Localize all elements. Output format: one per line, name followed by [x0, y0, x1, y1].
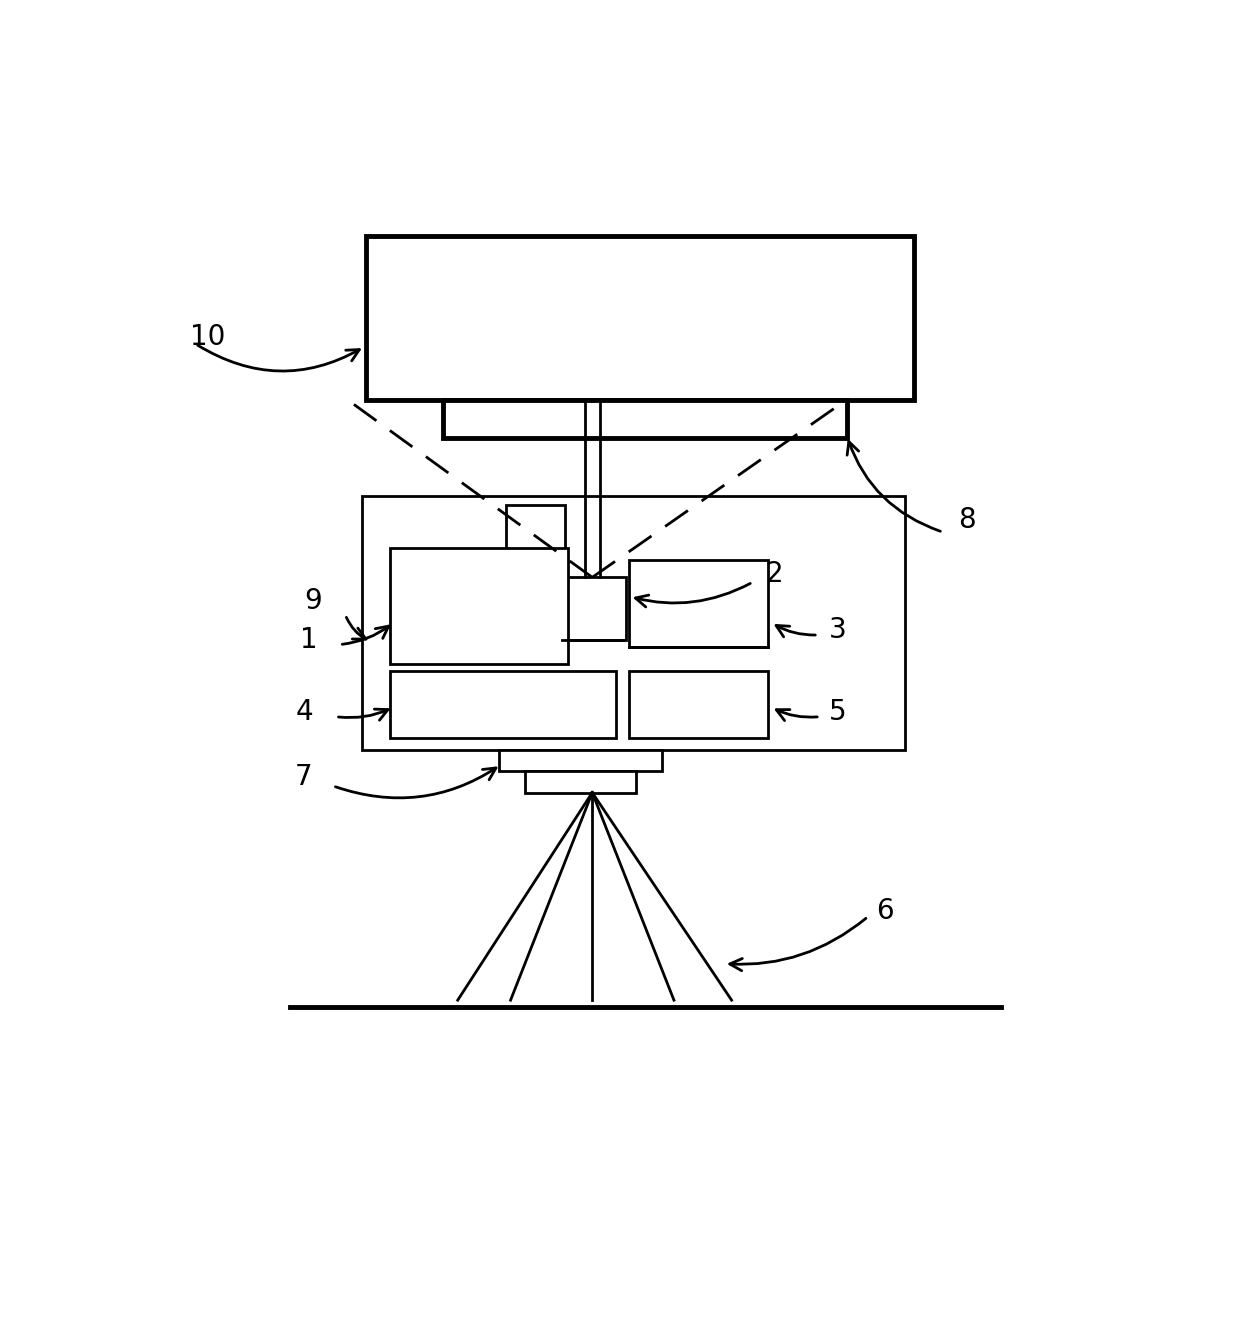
Text: 4: 4: [295, 698, 312, 726]
Text: 6: 6: [877, 896, 894, 924]
Text: 10: 10: [190, 323, 226, 351]
Bar: [629, 560, 768, 646]
Bar: [444, 400, 847, 438]
Text: 9: 9: [305, 588, 322, 616]
Bar: [391, 670, 616, 737]
Bar: [367, 236, 914, 400]
Bar: [391, 548, 568, 663]
Text: 8: 8: [959, 506, 976, 534]
Bar: [558, 577, 626, 639]
Bar: [629, 670, 768, 737]
Bar: [498, 751, 662, 772]
Bar: [525, 772, 636, 793]
Text: 1: 1: [300, 626, 317, 654]
Bar: [506, 506, 565, 577]
Bar: [362, 495, 904, 751]
Text: 2: 2: [766, 560, 784, 588]
Text: 5: 5: [828, 698, 846, 726]
Text: 7: 7: [295, 763, 312, 792]
Text: 3: 3: [828, 616, 846, 645]
